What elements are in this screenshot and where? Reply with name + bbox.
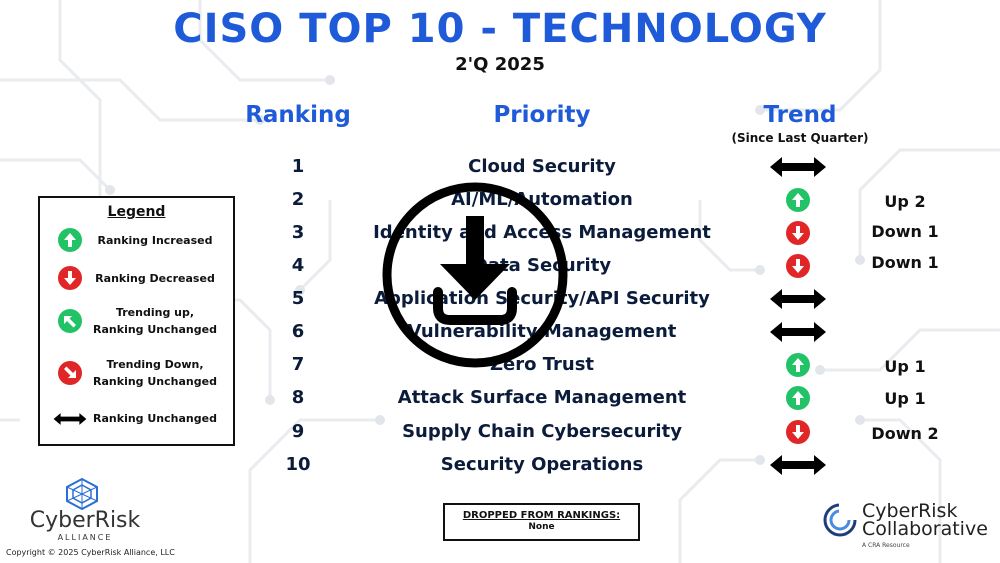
legend-title: Legend	[107, 204, 166, 220]
trend-change: Up 1	[884, 389, 926, 408]
arrow-up-circle-icon	[768, 385, 828, 411]
legend-label: Ranking Unchanged	[93, 375, 217, 388]
cyberrisk-alliance-logo: CyberRisk ALLIANCE	[18, 478, 148, 548]
dropped-from-rankings-box: DROPPED FROM RANKINGS: None	[443, 503, 640, 541]
logo-left-name: CyberRisk	[29, 508, 141, 533]
rank-number: 3	[291, 222, 305, 243]
cyberrisk-collaborative-logo: CyberRisk Collaborative A CRA Resource	[822, 500, 994, 555]
trend-change: Down 2	[871, 424, 939, 443]
hexagon-globe-icon	[66, 478, 98, 510]
priority-label: Cloud Security	[468, 156, 616, 177]
download-icon[interactable]	[380, 180, 570, 370]
double-arrow-icon	[768, 154, 828, 180]
logo-right-sub: A CRA Resource	[862, 542, 910, 549]
arrow-up-circle-icon	[768, 352, 828, 378]
dropped-value: None	[528, 522, 555, 532]
priority-label: Application Security/API Security	[374, 288, 710, 309]
rank-number: 9	[291, 421, 305, 442]
trend-change: Up 1	[884, 357, 926, 376]
logo-right-name2: Collaborative	[862, 518, 988, 540]
column-header-priority: Priority	[493, 102, 591, 128]
legend-label: Ranking Unchanged	[93, 323, 217, 336]
arrow-down-circle-icon	[768, 419, 828, 445]
double-arrow-icon	[768, 286, 828, 312]
trend-change: Up 2	[884, 192, 926, 211]
priority-label: Attack Surface Management	[397, 387, 687, 408]
copyright-text: Copyright © 2025 CyberRisk Alliance, LLC	[6, 548, 175, 557]
column-subheader-trend: (Since Last Quarter)	[731, 131, 869, 145]
arrow-up-circle-icon	[50, 228, 90, 252]
rank-number: 10	[285, 454, 311, 475]
arrow-down-circle-icon	[50, 266, 90, 290]
rank-number: 1	[291, 156, 305, 177]
trend-change: Down 1	[871, 253, 939, 272]
legend-label: Trending Down,	[106, 358, 204, 371]
rank-number: 8	[291, 387, 305, 408]
priority-label: Data Security	[472, 255, 612, 276]
priority-label: Identity and Access Management	[373, 222, 711, 243]
page-title: CISO TOP 10 - TECHNOLOGY	[173, 6, 827, 52]
arrow-down-circle-icon	[768, 253, 828, 279]
dropped-title: DROPPED FROM RANKINGS:	[462, 510, 621, 521]
column-header-ranking: Ranking	[245, 102, 351, 128]
double-arrow-icon	[768, 452, 828, 478]
rank-number: 2	[291, 189, 305, 210]
trend-change: Down 1	[871, 222, 939, 241]
legend-label: Ranking Increased	[97, 233, 213, 247]
priority-label: Supply Chain Cybersecurity	[402, 421, 682, 442]
double-arrow-icon	[50, 411, 90, 427]
logo-left-sub: ALLIANCE	[57, 533, 113, 542]
legend-item: Trending Down, Ranking Unchanged	[50, 356, 230, 390]
legend-item: Trending up, Ranking Unchanged	[50, 304, 230, 338]
legend-item: Ranking Decreased	[50, 266, 230, 290]
double-arrow-icon	[768, 319, 828, 345]
arrow-up-circle-icon	[768, 187, 828, 213]
trending-up-circle-icon	[50, 309, 90, 333]
trending-down-circle-icon	[50, 361, 90, 385]
legend-item: Ranking Increased	[50, 228, 230, 252]
legend-item: Ranking Unchanged	[50, 410, 230, 427]
logo-right-name1: CyberRisk	[862, 500, 958, 522]
rank-number: 4	[291, 255, 305, 276]
rank-number: 5	[291, 288, 305, 309]
legend-label: Trending up,	[115, 306, 195, 319]
arrow-down-circle-icon	[768, 220, 828, 246]
legend-label: Ranking Unchanged	[93, 412, 217, 425]
page-subtitle: 2'Q 2025	[455, 54, 545, 75]
collaborative-mark-icon	[823, 502, 858, 537]
priority-label: Zero Trust	[489, 354, 595, 375]
rank-number: 7	[291, 354, 305, 375]
column-header-trend: Trend	[763, 102, 837, 128]
legend-box: Legend Ranking Increased Ranking Decreas…	[38, 196, 235, 446]
priority-label: Security Operations	[440, 454, 644, 475]
legend-label: Ranking Decreased	[95, 271, 215, 285]
rank-number: 6	[291, 321, 305, 342]
